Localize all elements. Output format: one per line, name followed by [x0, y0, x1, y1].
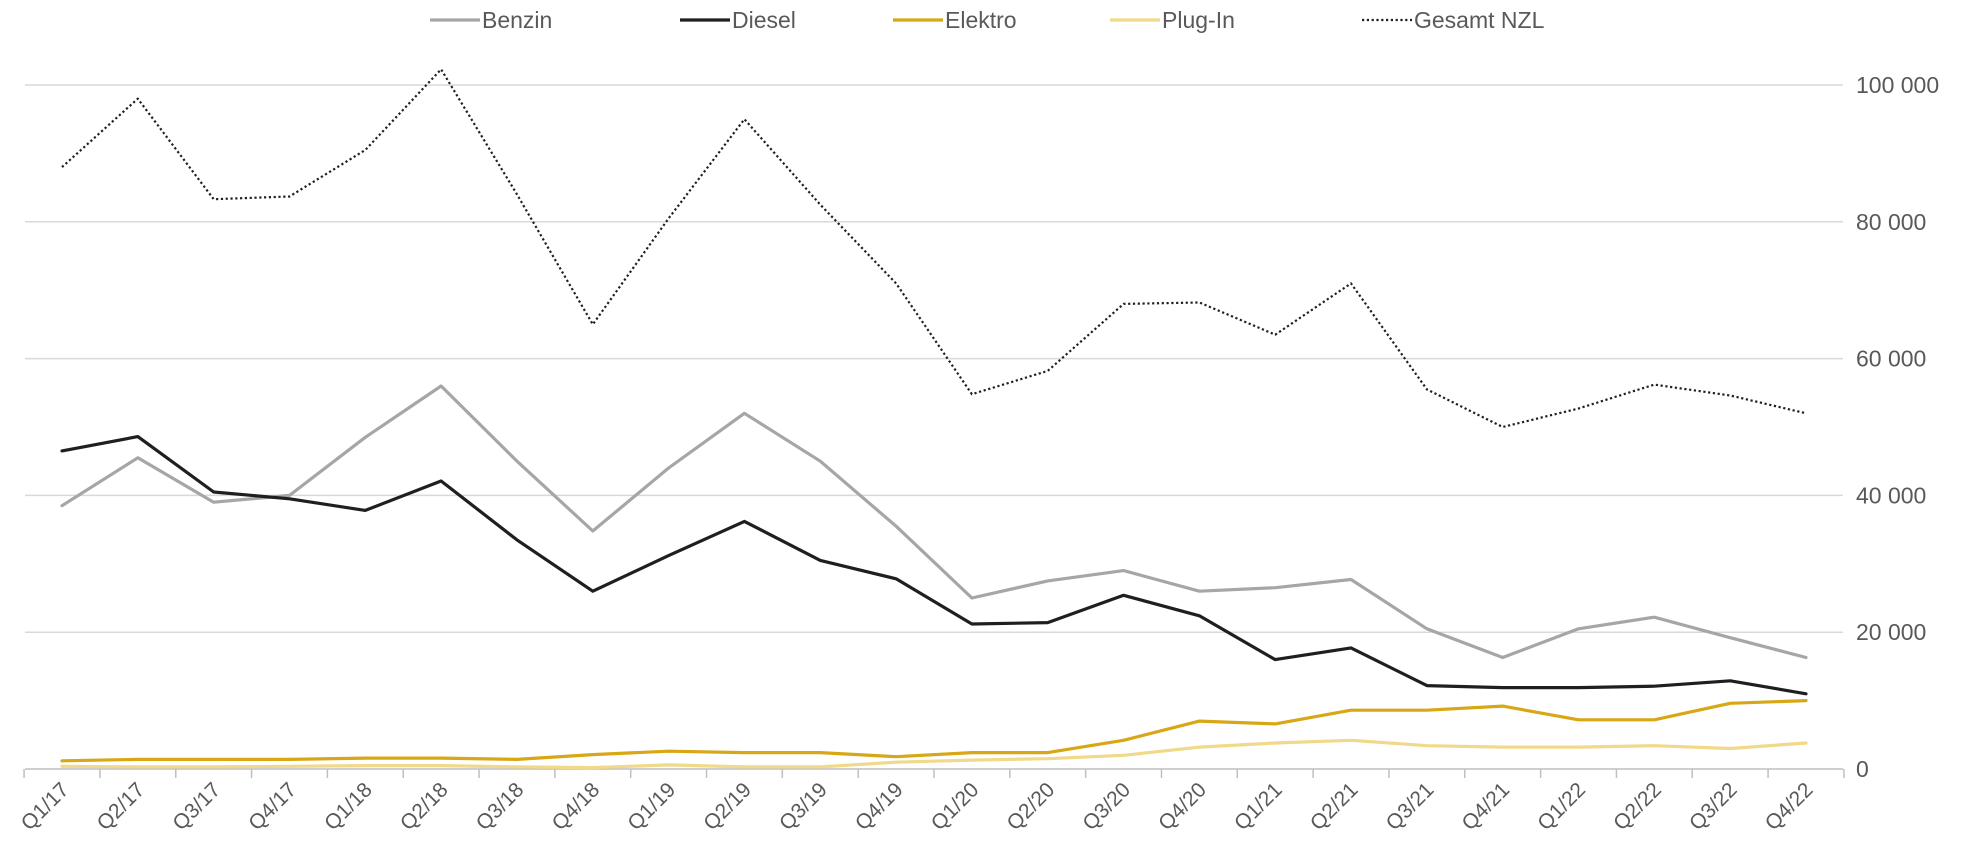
legend-item-benzin: Benzin — [430, 7, 552, 33]
y-tick-label: 80 000 — [1856, 209, 1926, 235]
series-line-gesamt-nzl — [61, 68, 1807, 429]
x-tick-label: Q1/17 — [17, 778, 74, 835]
x-tick-label: Q1/22 — [1533, 778, 1590, 835]
y-tick-label: 0 — [1856, 756, 1869, 782]
series-lines — [60, 68, 1808, 770]
x-tick-label: Q3/18 — [472, 778, 529, 835]
legend-label: Gesamt NZL — [1414, 7, 1545, 33]
x-tick-label: Q4/22 — [1761, 778, 1818, 835]
x-tick-label: Q2/18 — [396, 778, 453, 835]
series-line-benzin — [60, 384, 1808, 660]
legend-item-gesamt-nzl: Gesamt NZL — [1362, 7, 1545, 33]
legend: Benzin Diesel Elektro Plug-In Gesamt NZL — [430, 7, 1545, 33]
x-tick-label: Q2/20 — [1003, 778, 1060, 835]
y-tick-label: 20 000 — [1856, 619, 1926, 645]
legend-item-plug-in: Plug-In — [1110, 7, 1235, 33]
x-tick-label: Q1/20 — [927, 778, 984, 835]
x-tick-label: Q2/22 — [1609, 778, 1666, 835]
series-line-elektro — [60, 698, 1808, 763]
x-tick-label: Q3/20 — [1078, 778, 1135, 835]
x-tick-label: Q3/19 — [775, 778, 832, 835]
gridlines — [25, 84, 1843, 633]
y-tick-label: 100 000 — [1856, 72, 1939, 98]
legend-label: Plug-In — [1162, 7, 1235, 33]
legend-label: Elektro — [945, 7, 1017, 33]
x-tick-label: Q4/20 — [1154, 778, 1211, 835]
x-tick-label: Q3/21 — [1382, 778, 1439, 835]
legend-item-diesel: Diesel — [680, 7, 796, 33]
x-tick-label: Q2/21 — [1306, 778, 1363, 835]
x-tick-label: Q4/18 — [548, 778, 605, 835]
x-tick-label: Q4/19 — [851, 778, 908, 835]
series-line-diesel — [60, 435, 1808, 696]
legend-label: Benzin — [482, 7, 552, 33]
x-tick-label: Q4/21 — [1458, 778, 1515, 835]
legend-label: Diesel — [732, 7, 796, 33]
x-tick-label: Q1/21 — [1230, 778, 1287, 835]
y-axis-tick-labels: 0 20 000 40 000 60 000 80 000 100 000 — [1856, 72, 1939, 782]
legend-item-elektro: Elektro — [893, 7, 1017, 33]
x-tick-label: Q1/19 — [623, 778, 680, 835]
x-tick-label: Q1/18 — [320, 778, 377, 835]
x-tick-label: Q3/22 — [1685, 778, 1742, 835]
y-tick-label: 60 000 — [1856, 346, 1926, 372]
x-tick-label: Q2/19 — [699, 778, 756, 835]
x-tick-label: Q2/17 — [93, 778, 150, 835]
y-tick-label: 40 000 — [1856, 482, 1926, 508]
series-line-plug-in — [60, 738, 1808, 770]
x-axis — [23, 768, 1845, 778]
x-tick-label: Q4/17 — [244, 778, 301, 835]
x-axis-tick-labels: Q1/17 Q2/17 Q3/17 Q4/17 Q1/18 Q2/18 Q3/18 Q4/18… — [17, 778, 1818, 835]
x-tick-label: Q3/17 — [168, 778, 225, 835]
